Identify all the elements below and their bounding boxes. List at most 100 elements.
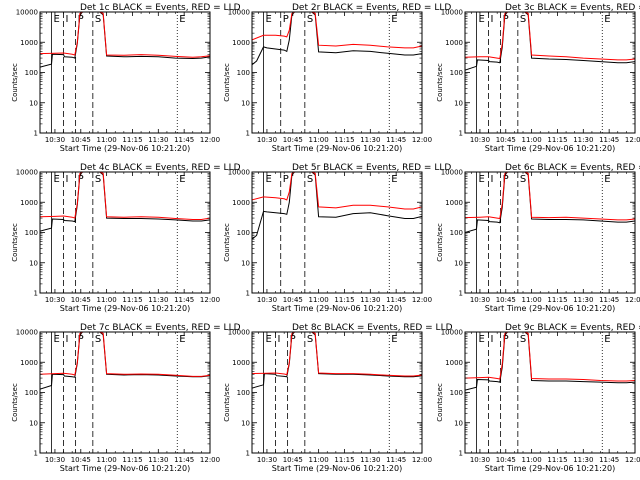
x-tick-label: 11:45 (386, 136, 406, 144)
phase-marker-label: P (78, 14, 84, 25)
phase-marker-label: S (307, 334, 313, 345)
y-tick-label: 10 (241, 99, 250, 107)
plot-frame (251, 171, 423, 294)
phase-marker-label: E (391, 334, 397, 345)
x-tick-label: 12:00 (412, 296, 432, 304)
y-tick-label: 10000 (441, 9, 463, 17)
y-tick-label: 1000 (445, 199, 463, 207)
x-tick-label: 11:30 (148, 136, 168, 144)
y-tick-label: 10 (454, 259, 463, 267)
phase-marker-label: E (53, 174, 59, 185)
x-tick-label: 11:45 (386, 456, 406, 464)
x-tick-label: 11:15 (334, 456, 354, 464)
y-tick-label: 100 (450, 69, 463, 77)
y-tick-label: 10 (29, 99, 38, 107)
phase-marker-label: E (604, 334, 610, 345)
phase-marker-label: P (283, 174, 289, 185)
plot-frame (39, 171, 211, 294)
lld-series-line (465, 172, 635, 221)
x-tick-label: 10:45 (283, 456, 303, 464)
phase-marker-label: E (604, 174, 610, 185)
x-tick-label: 11:30 (360, 136, 380, 144)
x-tick-label: 10:30 (470, 136, 490, 144)
lld-series-line (252, 172, 422, 210)
x-axis-label: Start Time (29-Nov-06 10:21:20) (60, 464, 190, 473)
lld-series-line (252, 12, 422, 49)
x-tick-label: 10:45 (71, 296, 91, 304)
x-tick-label: 12:00 (200, 136, 220, 144)
panel-title: Det 9c BLACK = Events, RED = LLD (505, 323, 640, 333)
x-tick-label: 11:15 (547, 456, 567, 464)
x-tick-label: 11:45 (599, 296, 619, 304)
phase-marker-label: E (265, 334, 271, 345)
phase-marker-label: E (179, 334, 185, 345)
y-axis-label: Counts/sec (223, 63, 231, 102)
y-tick-label: 1000 (232, 359, 250, 367)
phase-marker-label: E (265, 174, 271, 185)
phase-marker-label: P (290, 334, 296, 345)
phase-marker-label: S (520, 14, 526, 25)
plot-frame (464, 331, 636, 454)
events-series-line (465, 172, 635, 233)
x-tick-label: 11:45 (174, 136, 194, 144)
phase-marker-label: E (179, 174, 185, 185)
plot-frame (39, 11, 211, 134)
y-tick-label: 1 (34, 130, 38, 138)
phase-marker-label: E (478, 174, 484, 185)
y-tick-label: 100 (450, 229, 463, 237)
x-tick-label: 11:00 (309, 296, 329, 304)
plot-frame (39, 331, 211, 454)
phase-marker-label: S (307, 14, 313, 25)
phase-marker-label: E (53, 334, 59, 345)
y-tick-label: 1000 (20, 359, 38, 367)
x-tick-label: 10:30 (470, 456, 490, 464)
phase-marker-label: P (503, 14, 509, 25)
phase-marker-label: I (491, 174, 494, 185)
events-series-line (465, 12, 635, 71)
detector-panel: Det 9c BLACK = Events, RED = LLDEIPSE110… (436, 323, 640, 473)
y-tick-label: 1000 (232, 39, 250, 47)
x-tick-label: 11:45 (599, 456, 619, 464)
x-tick-label: 12:00 (412, 136, 432, 144)
y-tick-label: 100 (25, 69, 38, 77)
lld-series-line (465, 12, 635, 61)
x-tick-label: 10:45 (71, 456, 91, 464)
lld-series-line (40, 172, 210, 220)
x-tick-label: 12:00 (625, 296, 640, 304)
y-tick-label: 10000 (16, 329, 38, 337)
x-tick-label: 12:00 (200, 456, 220, 464)
x-tick-label: 11:30 (360, 296, 380, 304)
y-tick-label: 1000 (20, 199, 38, 207)
x-tick-label: 11:00 (97, 456, 117, 464)
x-axis-label: Start Time (29-Nov-06 10:21:20) (60, 144, 190, 153)
x-tick-label: 10:45 (496, 456, 516, 464)
y-tick-label: 100 (450, 389, 463, 397)
x-tick-label: 12:00 (200, 296, 220, 304)
events-series-line (465, 332, 635, 391)
y-tick-label: 10000 (16, 169, 38, 177)
phase-marker-label: E (179, 14, 185, 25)
x-tick-label: 11:30 (573, 456, 593, 464)
y-axis-label: Counts/sec (11, 383, 19, 422)
lld-series-line (40, 12, 210, 58)
x-tick-label: 11:15 (334, 296, 354, 304)
phase-marker-label: I (491, 14, 494, 25)
phase-marker-label: I (66, 14, 69, 25)
x-tick-label: 10:30 (257, 136, 277, 144)
panel-title: Det 4c BLACK = Events, RED = LLD (80, 163, 241, 173)
y-axis-label: Counts/sec (436, 383, 444, 422)
x-axis-label: Start Time (29-Nov-06 10:21:20) (272, 304, 402, 313)
y-tick-label: 1000 (232, 199, 250, 207)
y-tick-label: 1 (246, 450, 250, 458)
panel-title: Det 7c BLACK = Events, RED = LLD (80, 323, 241, 333)
x-tick-label: 11:00 (522, 456, 542, 464)
y-axis-label: Counts/sec (11, 223, 19, 262)
phase-marker-label: E (478, 14, 484, 25)
panel-title: Det 2r BLACK = Events, RED = LLD (292, 3, 451, 13)
phase-marker-label: P (78, 174, 84, 185)
x-tick-label: 10:30 (45, 456, 65, 464)
x-tick-label: 10:45 (71, 136, 91, 144)
phase-marker-label: S (95, 334, 101, 345)
